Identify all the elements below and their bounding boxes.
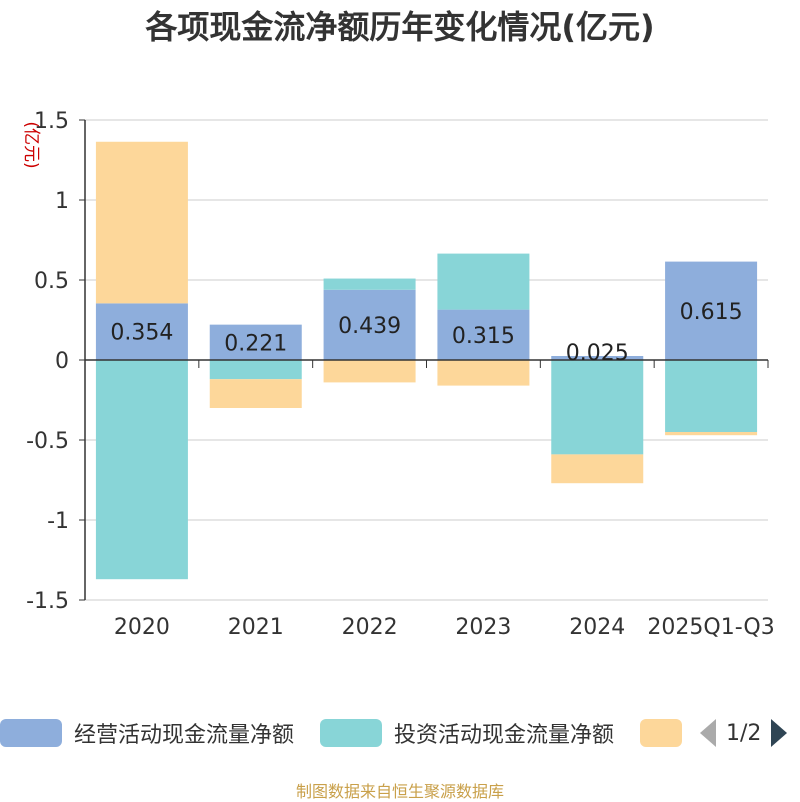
bar-series-1-2020 — [95, 360, 188, 580]
legend-next-page-icon[interactable] — [771, 719, 788, 747]
y-tick-label: 0 — [55, 349, 69, 374]
legend-prev-page-icon[interactable] — [700, 719, 716, 747]
legend-swatch-investing — [320, 719, 382, 747]
y-tick-label: -0.5 — [26, 429, 69, 454]
legend: 经营活动现金流量净额 投资活动现金流量净额 1/2 — [0, 712, 800, 756]
x-tick-label: 2025Q1-Q3 — [647, 615, 774, 640]
y-tick-label: 0.5 — [34, 269, 69, 294]
legend-item-investing[interactable]: 投资活动现金流量净额 — [320, 718, 614, 748]
bar-series-1-2021 — [209, 360, 302, 380]
bar-series-2-2023 — [437, 360, 530, 386]
bar-series-0-2023 — [437, 309, 530, 360]
bar-series-0-2021 — [209, 324, 302, 360]
y-tick-label: -1.5 — [26, 589, 69, 614]
bar-series-2-2024 — [551, 454, 644, 484]
bar-series-2-2022 — [323, 360, 416, 383]
bar-series-0-2025Q1-Q3 — [665, 261, 758, 360]
bar-series-1-2022 — [323, 278, 416, 290]
y-tick-label: -1 — [47, 509, 69, 534]
legend-item-financing[interactable] — [640, 718, 694, 748]
legend-item-operating[interactable]: 经营活动现金流量净额 — [0, 718, 294, 748]
x-tick-label: 2021 — [228, 615, 284, 640]
data-label: 0.615 — [680, 300, 743, 325]
data-label: 0.025 — [566, 341, 629, 366]
legend-label-operating: 经营活动现金流量净额 — [74, 723, 295, 748]
y-tick-label: 1.5 — [34, 109, 69, 134]
bar-series-0-2020 — [95, 303, 188, 360]
x-tick-label: 2023 — [455, 615, 511, 640]
data-label: 0.439 — [338, 314, 401, 339]
bar-series-1-2023 — [437, 253, 530, 310]
data-source-note: 制图数据来自恒生聚源数据库 — [295, 782, 504, 801]
data-label: 0.221 — [224, 331, 287, 356]
bar-series-2-2021 — [209, 379, 302, 408]
data-label: 0.354 — [110, 321, 173, 346]
x-tick-label: 2024 — [569, 615, 625, 640]
chart-canvas: 1.5 1 0.5 0 -0.5 -1 -1.5 (亿元) 2020 2021 2022 2023 20… — [21, 109, 775, 640]
chart-title: 各项现金流净额历年变化情况(亿元) — [145, 8, 655, 46]
bar-series-2-2020 — [95, 141, 188, 304]
bar-series-0-2022 — [323, 289, 416, 360]
bar-series-0-2024 — [551, 356, 644, 360]
data-label: 0.315 — [452, 324, 515, 349]
legend-page-indicator: 1/2 — [726, 720, 762, 746]
legend-pager: 1/2 — [700, 718, 788, 748]
legend-swatch-operating — [0, 719, 62, 747]
y-axis-label: (亿元) — [21, 121, 41, 168]
bar-series-1-2024 — [551, 360, 644, 455]
legend-label-investing: 投资活动现金流量净额 — [394, 723, 615, 748]
bar-series-2-2025Q1-Q3 — [665, 432, 758, 436]
x-tick-label: 2020 — [114, 615, 170, 640]
legend-swatch-financing — [640, 719, 682, 747]
y-tick-label: 1 — [55, 189, 69, 214]
bar-series-1-2025Q1-Q3 — [665, 360, 758, 432]
x-tick-label: 2022 — [342, 615, 398, 640]
